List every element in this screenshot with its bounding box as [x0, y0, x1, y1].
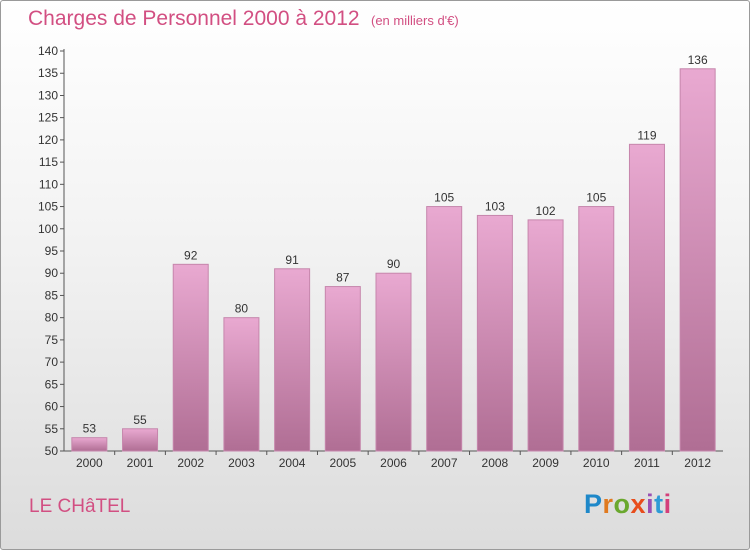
bar-2004 [274, 268, 311, 452]
data-label-2002: 92 [184, 248, 198, 262]
bar-2007 [426, 206, 463, 452]
bar-2009 [527, 219, 564, 452]
y-tick-label: 70 [45, 355, 59, 369]
x-tick-label-2009: 2009 [532, 456, 559, 470]
x-tick-label-2006: 2006 [380, 456, 407, 470]
data-label-2009: 102 [536, 204, 556, 218]
bar-2010 [578, 206, 615, 452]
logo-letter: i [663, 489, 672, 519]
y-tick-label: 95 [45, 244, 59, 258]
bar-2002 [172, 263, 209, 452]
x-tick-label-2004: 2004 [279, 456, 306, 470]
y-tick-label: 125 [38, 111, 58, 125]
y-tick-label: 140 [38, 44, 58, 58]
y-tick-label: 135 [38, 66, 58, 80]
y-tick-label: 50 [45, 444, 59, 458]
x-tick-label-2001: 2001 [127, 456, 154, 470]
x-tick-label-2007: 2007 [431, 456, 458, 470]
x-tick-label-2010: 2010 [583, 456, 610, 470]
logo-letter: t [654, 489, 664, 519]
bar-2011 [628, 143, 665, 452]
x-axis: 2000 2001 2002 2003 2004 2005 2006 2007 2008 2009… [64, 450, 723, 470]
data-label-2004: 91 [285, 253, 299, 267]
bars [71, 68, 716, 452]
y-tick-label: 100 [38, 222, 58, 236]
y-axis: 50 55 60 65 70 75 80 85 90 95 100 105 110 115 120 125 13… [38, 44, 65, 458]
data-label-2003: 80 [235, 302, 249, 316]
data-label-2010: 105 [586, 191, 606, 205]
y-tick-label: 60 [45, 400, 59, 414]
bar-2008 [476, 214, 513, 452]
x-tick-label-2012: 2012 [684, 456, 711, 470]
data-labels: 53 55 92 80 91 87 90 105 103 102 105 119 136 [83, 53, 708, 436]
x-tick-label-2005: 2005 [329, 456, 356, 470]
logo-letter: o [613, 489, 631, 519]
bar-2012 [679, 68, 716, 452]
data-label-2001: 55 [133, 413, 147, 427]
data-label-2000: 53 [83, 422, 97, 436]
y-tick-label: 110 [39, 177, 58, 191]
data-label-2012: 136 [688, 53, 708, 67]
chart-subtitle: (en milliers d'€) [371, 13, 459, 28]
y-tick-label: 115 [39, 155, 58, 169]
logo-letter: x [630, 489, 647, 519]
y-tick-label: 105 [38, 200, 58, 214]
logo-letter: r [602, 489, 614, 519]
y-tick-label: 55 [45, 422, 59, 436]
y-tick-label: 80 [45, 311, 59, 325]
chart-title: Charges de Personnel 2000 à 2012 [28, 7, 360, 30]
y-tick-label: 120 [38, 133, 58, 147]
y-tick-label: 65 [45, 377, 59, 391]
logo-letter: P [584, 489, 603, 519]
y-tick-label: 130 [38, 88, 58, 102]
data-label-2011: 119 [637, 128, 656, 142]
bar-2000 [71, 437, 108, 452]
x-tick-label-2008: 2008 [482, 456, 509, 470]
data-label-2008: 103 [485, 199, 505, 213]
x-tick-label-2002: 2002 [177, 456, 204, 470]
data-label-2006: 90 [387, 257, 401, 271]
x-tick-label-2000: 2000 [76, 456, 103, 470]
bar-2005 [324, 286, 361, 452]
x-tick-label-2011: 2011 [634, 456, 660, 470]
y-tick-label: 75 [45, 333, 59, 347]
data-label-2007: 105 [434, 191, 454, 205]
x-tick-label-2003: 2003 [228, 456, 255, 470]
bar-2003 [223, 317, 260, 452]
city-name: LE CHâTEL [29, 496, 131, 517]
y-tick-label: 90 [45, 266, 59, 280]
data-label-2005: 87 [336, 271, 350, 285]
bar-2001 [122, 428, 159, 452]
y-tick-label: 85 [45, 288, 59, 302]
logo-letter: i [646, 489, 655, 519]
proxiti-logo: Proxiti [584, 489, 672, 520]
bar-2006 [375, 272, 412, 452]
